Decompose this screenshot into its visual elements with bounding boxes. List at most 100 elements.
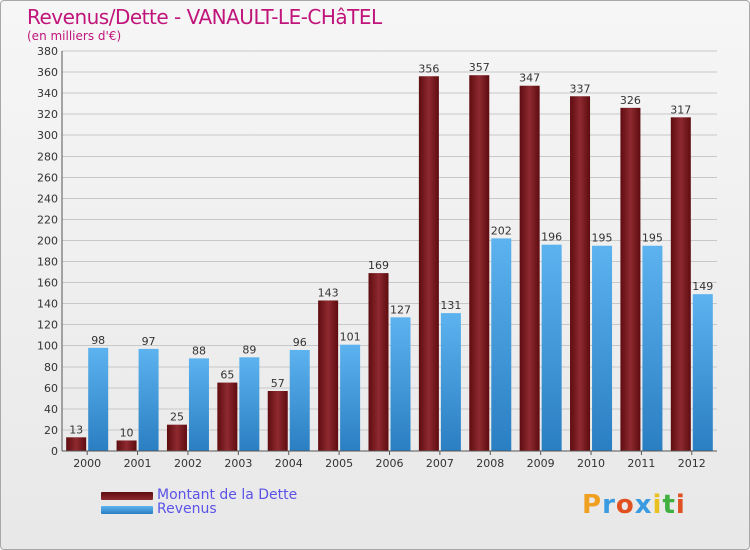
- bar-revenus: [340, 344, 361, 451]
- bar-dette: [166, 424, 187, 451]
- logo-letter: x: [634, 490, 653, 520]
- x-tick-label: 2001: [124, 457, 152, 470]
- data-label-revenus: 195: [642, 232, 663, 245]
- y-tick-label: 300: [37, 129, 58, 142]
- x-tick-label: 2007: [426, 457, 454, 470]
- bar-dette: [368, 273, 389, 451]
- data-label-revenus: 101: [340, 331, 361, 344]
- bar-dette: [418, 76, 439, 452]
- x-tick-label: 2006: [376, 457, 404, 470]
- data-label-dette: 143: [318, 286, 339, 299]
- data-label-revenus: 97: [142, 335, 156, 348]
- chart-subtitle: (en milliers d'€): [27, 29, 122, 43]
- data-label-dette: 169: [368, 259, 389, 272]
- bar-revenus: [440, 313, 461, 451]
- data-label-dette: 65: [220, 369, 234, 382]
- y-tick-label: 240: [37, 192, 58, 205]
- chart-title: Revenus/Dette - VANAULT-LE-CHâTEL: [27, 5, 382, 29]
- data-label-dette: 13: [69, 423, 83, 436]
- data-label-revenus: 98: [91, 334, 105, 347]
- data-label-dette: 337: [570, 82, 591, 95]
- legend-swatch-revenus: [101, 506, 153, 514]
- data-label-dette: 347: [519, 72, 540, 85]
- data-label-dette: 326: [620, 94, 641, 107]
- data-label-revenus: 195: [592, 232, 613, 245]
- y-tick-label: 280: [37, 150, 58, 163]
- bar-revenus: [390, 317, 411, 451]
- bar-dette: [267, 391, 288, 451]
- logo-letter: o: [615, 490, 635, 520]
- x-tick-label: 2002: [174, 457, 202, 470]
- data-label-revenus: 196: [541, 231, 562, 244]
- x-tick-label: 2000: [73, 457, 101, 470]
- x-tick-label: 2003: [224, 457, 252, 470]
- bar-dette: [570, 96, 591, 452]
- legend-label-dette: Montant de la Dette: [157, 487, 298, 503]
- y-tick-label: 260: [37, 171, 58, 184]
- proxiti-logo: Proxiti: [582, 490, 686, 520]
- logo-letter: i: [652, 490, 663, 520]
- y-tick-label: 120: [37, 319, 58, 332]
- logo-letter: t: [662, 490, 676, 520]
- bar-dette: [670, 117, 691, 451]
- bar-revenus: [592, 245, 613, 451]
- data-label-dette: 356: [418, 62, 439, 75]
- bars: [66, 75, 713, 452]
- bar-revenus: [289, 349, 310, 451]
- bar-revenus: [88, 347, 109, 451]
- bar-revenus: [642, 245, 663, 451]
- bar-dette: [217, 382, 238, 451]
- x-tick-label: 2012: [678, 457, 706, 470]
- data-label-revenus: 88: [192, 344, 206, 357]
- y-tick-label: 220: [37, 213, 58, 226]
- y-tick-label: 360: [37, 66, 58, 79]
- x-tick-label: 2008: [476, 457, 504, 470]
- data-label-revenus: 127: [390, 303, 411, 316]
- logo-letter: i: [675, 490, 686, 520]
- bar-dette: [318, 300, 339, 451]
- y-tick-label: 200: [37, 234, 58, 247]
- y-tick-label: 60: [44, 382, 58, 395]
- bar-revenus: [491, 238, 512, 451]
- grid-lines: [62, 50, 717, 452]
- bar-revenus: [541, 244, 562, 451]
- data-label-revenus: 89: [242, 343, 256, 356]
- data-label-dette: 57: [271, 377, 285, 390]
- data-label-dette: 357: [469, 61, 490, 74]
- y-tick-label: 40: [44, 403, 58, 416]
- y-tick-label: 160: [37, 277, 58, 290]
- bar-dette: [469, 75, 490, 452]
- x-tick-label: 2011: [627, 457, 655, 470]
- y-tick-label: 340: [37, 87, 58, 100]
- bar-revenus: [138, 348, 159, 451]
- y-tick-label: 140: [37, 298, 58, 311]
- y-tick-label: 20: [44, 424, 58, 437]
- data-label-dette: 10: [120, 426, 134, 439]
- logo-letter: P: [582, 490, 603, 520]
- bar-dette: [116, 440, 137, 451]
- y-tick-label: 380: [37, 45, 58, 58]
- bar-dette: [66, 437, 87, 451]
- bar-revenus: [692, 294, 713, 451]
- y-tick-label: 180: [37, 256, 58, 269]
- data-label-revenus: 149: [692, 280, 713, 293]
- data-label-revenus: 202: [491, 224, 512, 237]
- x-tick-label: 2004: [275, 457, 303, 470]
- legend-swatch-dette: [101, 492, 153, 500]
- data-label-dette: 25: [170, 411, 184, 424]
- x-tick-label: 2009: [527, 457, 555, 470]
- bar-revenus: [188, 358, 209, 451]
- logo-letter: r: [602, 490, 616, 520]
- y-tick-label: 320: [37, 108, 58, 121]
- data-label-dette: 317: [670, 103, 691, 116]
- x-tick-label: 2005: [325, 457, 353, 470]
- bar-dette: [519, 85, 540, 451]
- axes: 0 20 40 60 80 100 120 140 160 180 200 220 240 260 280 3…: [37, 45, 717, 470]
- y-tick-label: 0: [51, 445, 58, 458]
- y-tick-label: 100: [37, 340, 58, 353]
- y-tick-label: 80: [44, 361, 58, 374]
- value-labels: 13 98 10 97 25 88 65 89 57 96 143 101 169 127 356 131 35…: [69, 61, 713, 439]
- data-label-revenus: 131: [440, 299, 461, 312]
